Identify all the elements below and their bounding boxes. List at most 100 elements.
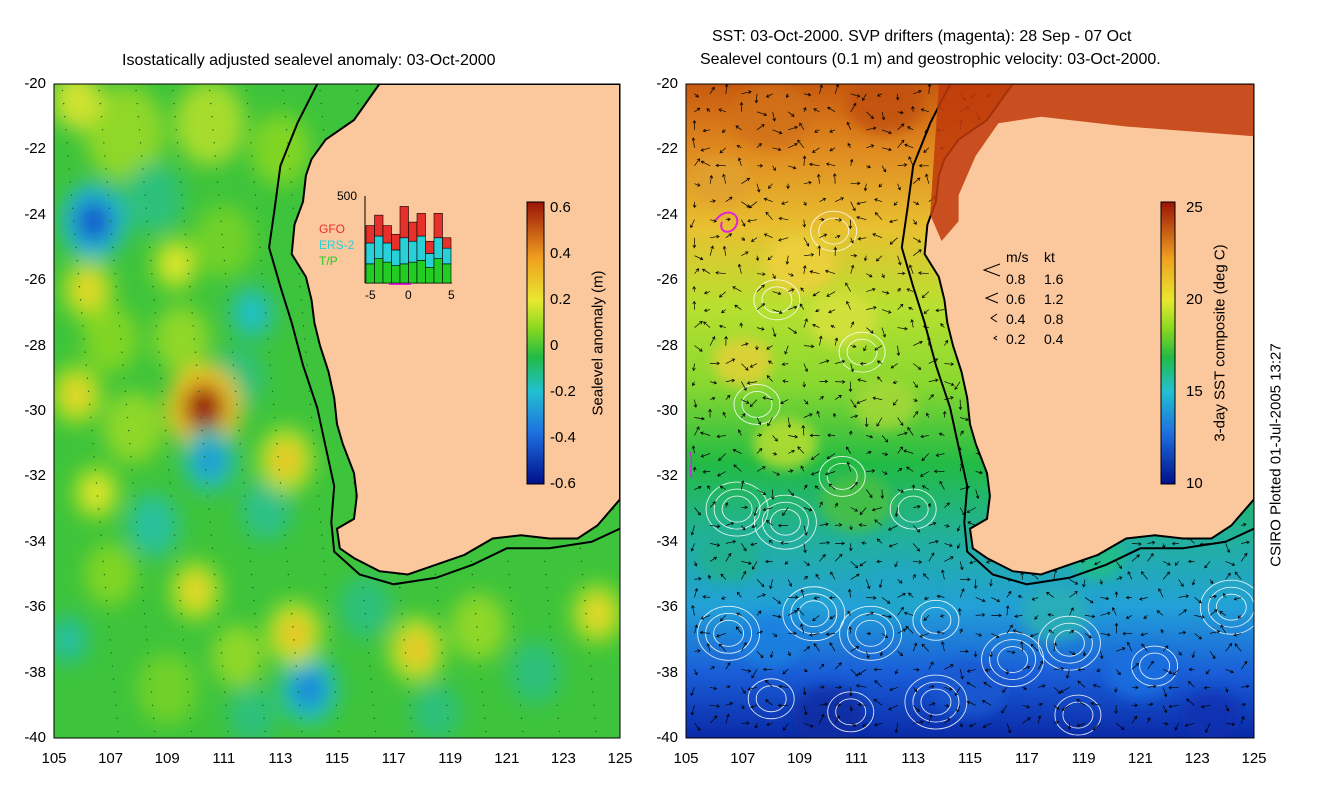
velocity-arrow	[750, 704, 758, 709]
velocity-arrow	[850, 344, 857, 349]
velocity-arrow	[803, 722, 814, 728]
velocity-arrow	[913, 201, 920, 206]
velocity-arrow	[1077, 667, 1086, 672]
velocity-arrow	[850, 181, 861, 186]
track-dot	[186, 259, 189, 262]
velocity-arrow	[834, 715, 840, 724]
track-dot	[330, 639, 332, 641]
latitude-tick-label: -22	[24, 140, 46, 158]
velocity-arrow	[866, 144, 875, 149]
velocity-arrow	[954, 381, 961, 390]
sst-map	[686, 84, 1254, 738]
velocity-arrow	[756, 610, 762, 616]
track-dot	[168, 469, 170, 471]
anomaly-patch	[412, 683, 461, 738]
velocity-arrow	[700, 147, 711, 152]
velocity-arrow	[1163, 721, 1169, 726]
track-dot	[262, 704, 264, 706]
velocity-legend-kt: 0.8	[1044, 311, 1064, 327]
velocity-arrow	[866, 273, 873, 278]
velocity-arrow	[1096, 668, 1101, 672]
velocity-arrow	[866, 450, 872, 455]
histogram-y-max-label: 500	[337, 189, 358, 203]
velocity-arrow	[725, 540, 737, 544]
velocity-arrow	[716, 434, 726, 439]
track-dot	[274, 416, 276, 419]
sst-patch	[763, 235, 836, 293]
velocity-arrow	[922, 573, 930, 580]
velocity-arrow	[936, 594, 945, 599]
track-dot	[473, 599, 476, 602]
velocity-arrow	[1141, 643, 1148, 652]
anomaly-core	[73, 273, 103, 307]
track-dot	[258, 665, 261, 667]
sst-colorbar-tick: 15	[1186, 383, 1203, 400]
velocity-arrow	[1131, 685, 1139, 690]
velocity-arrow	[741, 251, 749, 257]
plot-stamp: CSIRO Plotted 01-Jul-2005 13:27	[1267, 343, 1285, 567]
velocity-arrow	[817, 245, 822, 256]
velocity-arrow	[1022, 704, 1031, 709]
track-dot	[62, 102, 65, 105]
velocity-arrow	[814, 485, 820, 490]
velocity-arrow	[1178, 594, 1190, 598]
track-dot	[510, 599, 513, 602]
velocity-arrow	[897, 431, 908, 436]
track-dot	[289, 599, 292, 602]
track-dot	[187, 691, 189, 693]
velocity-arrow	[936, 630, 945, 635]
velocity-arrow	[803, 237, 810, 247]
track-dot	[402, 626, 404, 628]
velocity-arrow	[694, 723, 701, 731]
track-dot	[558, 730, 561, 733]
velocity-arrow	[692, 466, 697, 472]
track-dot	[218, 194, 220, 196]
velocity-arrow	[849, 430, 853, 436]
sst-patch	[808, 292, 877, 347]
track-dot	[247, 534, 249, 536]
sst-patch	[690, 158, 751, 207]
track-dot	[208, 89, 211, 92]
track-dot	[363, 599, 365, 602]
track-dot	[137, 534, 139, 536]
velocity-arrow	[848, 588, 852, 598]
track-dot	[65, 129, 67, 131]
velocity-arrow	[788, 305, 798, 310]
histogram-bar-segment	[416, 213, 426, 237]
velocity-arrow	[862, 93, 867, 101]
track-dot	[226, 717, 228, 720]
velocity-arrow	[1162, 668, 1173, 675]
track-dot	[100, 534, 102, 536]
velocity-arrow	[1126, 641, 1133, 652]
velocity-arrow	[803, 705, 808, 716]
track-dot	[143, 181, 145, 183]
velocity-arrow	[848, 381, 853, 393]
sst-patch	[846, 84, 923, 135]
velocity-arrow	[920, 434, 929, 439]
velocity-arrow	[756, 417, 762, 426]
velocity-arrow	[866, 434, 874, 439]
velocity-arrow	[788, 434, 799, 439]
satellite-label-tp: T/P	[319, 254, 338, 268]
velocity-arrow	[1082, 579, 1086, 588]
sealevel-contour	[846, 338, 878, 366]
velocity-arrow	[772, 129, 783, 135]
velocity-arrow	[834, 553, 843, 562]
altimeter-coverage-histogram	[364, 196, 452, 285]
track-dot	[147, 233, 150, 236]
track-dot	[219, 639, 222, 641]
velocity-arrow	[1158, 588, 1164, 598]
sealevel-contour	[904, 674, 968, 730]
track-dot	[253, 599, 255, 602]
track-dot	[613, 508, 615, 510]
velocity-arrow	[897, 579, 903, 584]
velocity-arrow	[735, 626, 742, 634]
velocity-arrow	[872, 233, 883, 239]
track-dot	[311, 429, 314, 432]
velocity-arrow	[857, 669, 867, 676]
sst-patch	[1106, 645, 1175, 700]
velocity-arrow	[819, 233, 828, 239]
track-dot	[221, 233, 223, 236]
velocity-arrow	[814, 129, 820, 133]
velocity-arrow	[812, 615, 820, 622]
